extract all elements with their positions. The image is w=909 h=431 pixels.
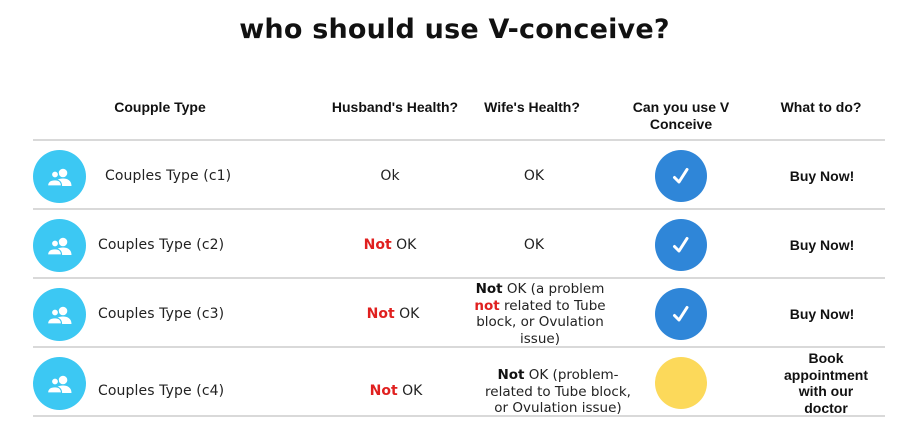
can-use-yes <box>655 288 707 340</box>
wife-health-cell: Not OK (a problem not related to Tube bl… <box>470 281 610 347</box>
row-divider <box>33 346 885 348</box>
people-icon <box>46 168 71 187</box>
people-icon <box>46 306 71 325</box>
couple-type-label: Couples Type (c2) <box>98 237 225 253</box>
row-divider <box>33 208 885 210</box>
header-wife-health: Wife's Health? <box>484 99 580 115</box>
wife-status: OK <box>523 237 545 253</box>
wife-status-line: Not OK (problem- <box>480 367 636 384</box>
wife-status: OK (problem- <box>524 367 619 383</box>
wife-status: OK <box>523 168 545 184</box>
husband-status: Ok <box>380 168 400 184</box>
wife-status-line: not related to Tube <box>470 298 610 315</box>
couple-avatar <box>33 357 86 410</box>
not-label: Not <box>475 281 503 297</box>
couple-type-label: Couples Type (c1) <box>105 168 232 184</box>
wife-status-line: related to Tube block, <box>485 383 631 400</box>
husband-health-cell: Not OK <box>333 306 453 323</box>
book-appointment-link[interactable]: Book appointment with our doctor <box>776 350 876 416</box>
wife-status-line: or Ovulation issue) <box>494 400 622 416</box>
wife-health-cell: Not OK (problem- related to Tube block, … <box>480 367 636 417</box>
husband-health-cell: Not OK <box>330 237 450 254</box>
can-use-maybe <box>655 357 707 409</box>
couple-avatar <box>33 150 86 203</box>
row-divider <box>33 415 885 417</box>
wife-status-line: issue) <box>520 330 560 347</box>
not-label: Not <box>369 383 398 399</box>
header-husband-health: Husband's Health? <box>331 99 459 115</box>
checkmark-icon <box>673 168 689 184</box>
buy-now-link[interactable]: Buy Now! <box>789 306 855 322</box>
action-line: with our <box>798 383 854 399</box>
header-couple-type: Coupple Type <box>114 99 206 115</box>
header-can-use-line2: Conceive <box>649 116 713 132</box>
can-use-yes <box>655 150 707 202</box>
not-label: Not <box>497 367 525 383</box>
couple-avatar <box>33 219 86 272</box>
wife-status: related to Tube <box>499 297 606 314</box>
row-divider <box>33 139 885 141</box>
action-line: Book <box>808 350 844 366</box>
husband-health-cell: Not OK <box>336 383 456 400</box>
couple-type-label: Couples Type (c4) <box>98 383 225 399</box>
wife-health-cell: OK <box>474 237 594 254</box>
people-icon <box>46 237 71 256</box>
husband-health-cell: Ok <box>330 168 450 185</box>
page-title: who should use V-conceive? <box>239 14 670 45</box>
husband-status: OK <box>397 383 423 399</box>
couple-type-label: Couples Type (c3) <box>98 306 225 322</box>
wife-status-line: Not OK (a problem <box>470 281 610 298</box>
buy-now-link[interactable]: Buy Now! <box>789 168 855 184</box>
checkmark-icon <box>673 237 689 253</box>
can-use-yes <box>655 219 707 271</box>
husband-status: OK <box>391 237 417 253</box>
not-label: Not <box>366 306 395 322</box>
not-label: not <box>474 297 500 314</box>
header-can-use: Can you use V Conceive <box>615 99 747 133</box>
header-can-use-line1: Can you use V <box>632 99 730 115</box>
not-label: Not <box>363 237 392 253</box>
action-line: appointment <box>784 366 868 383</box>
checkmark-icon <box>673 306 689 322</box>
header-what-to-do: What to do? <box>780 99 862 115</box>
action-line: doctor <box>804 399 848 416</box>
buy-now-link[interactable]: Buy Now! <box>789 237 855 253</box>
wife-status: OK (a problem <box>502 281 605 297</box>
wife-status-line: block, or Ovulation <box>476 314 604 330</box>
wife-health-cell: OK <box>474 168 594 185</box>
couple-avatar <box>33 288 86 341</box>
husband-status: OK <box>394 306 420 322</box>
row-divider <box>33 277 885 279</box>
people-icon <box>46 375 71 394</box>
